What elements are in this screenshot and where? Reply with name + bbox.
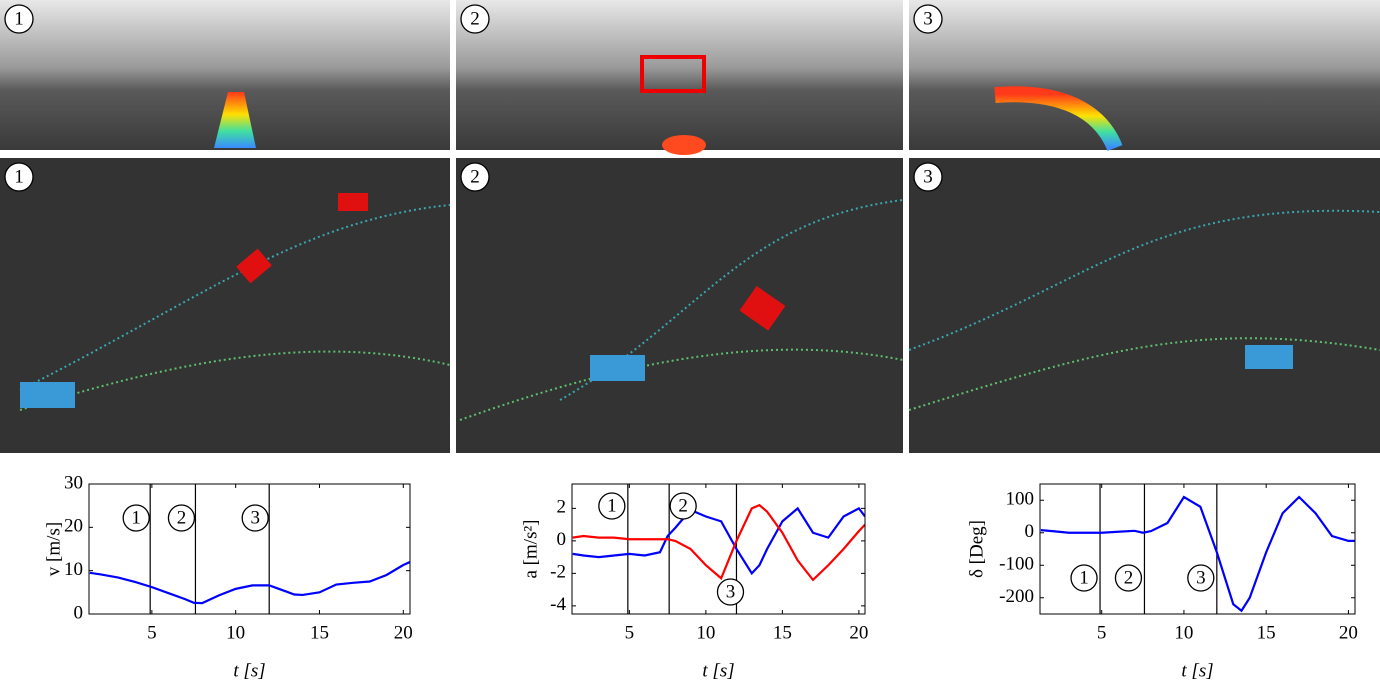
vehicle: [590, 355, 645, 381]
y-axis-label: a [m/s²]: [520, 520, 541, 579]
plot-frame: [88, 483, 411, 615]
y-tick-label: 20: [64, 516, 83, 537]
x-axis-label: t [s]: [233, 660, 265, 681]
panel-label: 3: [250, 507, 260, 528]
data-line: [1040, 495, 1355, 613]
y-axis-label: δ [Deg]: [966, 520, 987, 578]
x-tick-label: 5: [625, 622, 635, 643]
x-axis-label: t [s]: [1181, 660, 1213, 681]
y-tick-label: 30: [64, 472, 83, 493]
x-tick-label: 20: [1339, 622, 1358, 643]
lidar-image: [456, 158, 903, 453]
y-tick-label: 10: [64, 559, 83, 580]
y-axis-label: v [m/s]: [43, 522, 64, 576]
y-tick-label: -4: [550, 594, 566, 615]
y-tick-label: 0: [1025, 521, 1035, 542]
x-tick-label: 10: [226, 622, 245, 643]
panel-label: 1: [1079, 567, 1089, 588]
label-circle: [669, 492, 697, 520]
label-circle: [241, 504, 269, 532]
label-circle: [1114, 564, 1143, 592]
vehicle: [739, 285, 786, 331]
plot-frame: [1039, 483, 1356, 615]
panel-label: 2: [177, 507, 187, 528]
panel-label: 2: [678, 495, 688, 516]
vehicle: [20, 382, 75, 408]
label-circle: [913, 4, 943, 34]
camera-image: [909, 0, 1380, 150]
y-tick-label: -100: [999, 554, 1034, 575]
x-tick-label: 20: [394, 622, 413, 643]
label-circle: [913, 162, 943, 192]
plot-frame: [571, 483, 866, 615]
data-line: [572, 506, 865, 576]
panel-label: 2: [470, 166, 480, 187]
vehicle: [1245, 345, 1293, 369]
label-circle: [122, 504, 150, 532]
trajectory: [662, 135, 706, 155]
y-tick-label: 0: [74, 602, 84, 623]
panel-label: 3: [1196, 567, 1206, 588]
panel-label: 3: [923, 166, 933, 187]
panel-label: 1: [607, 495, 617, 516]
panel-label: 3: [726, 581, 736, 602]
label-circle: [4, 162, 34, 192]
x-tick-label: 15: [310, 622, 329, 643]
label-circle: [4, 4, 34, 34]
y-tick-label: 2: [557, 497, 567, 518]
lidar-image: [909, 158, 1380, 453]
y-tick-label: -2: [550, 562, 566, 583]
vehicle: [236, 248, 272, 284]
lidar-image: [0, 158, 450, 453]
y-tick-label: 0: [557, 529, 567, 550]
panel-label: 2: [1124, 567, 1134, 588]
lidar-images: [0, 158, 1380, 453]
trajectory: [994, 86, 1123, 152]
x-axis-label: t [s]: [702, 660, 734, 681]
x-tick-label: 15: [773, 622, 792, 643]
trajectory: [214, 92, 256, 148]
data-line: [89, 560, 410, 605]
label-circle: [598, 492, 626, 520]
data-line: [572, 503, 865, 582]
detection-box: [640, 55, 706, 93]
panel-label: 3: [923, 8, 933, 29]
x-tick-label: 15: [1257, 622, 1276, 643]
label-circle: [716, 578, 745, 606]
x-tick-label: 10: [1174, 622, 1193, 643]
x-tick-label: 5: [1097, 622, 1107, 643]
x-tick-label: 20: [849, 622, 868, 643]
panel-label: 1: [14, 8, 24, 29]
y-tick-label: 100: [1006, 489, 1035, 510]
x-tick-label: 10: [696, 622, 715, 643]
panel-label: 1: [14, 166, 24, 187]
panel-label: 1: [131, 507, 141, 528]
panel-label: 2: [470, 8, 480, 29]
y-tick-label: -200: [999, 586, 1034, 607]
vehicle: [338, 193, 368, 211]
path: [459, 348, 904, 421]
x-tick-label: 5: [147, 622, 157, 643]
camera-image: [456, 0, 903, 150]
label-circle: [167, 504, 196, 532]
label-circle: [1070, 564, 1098, 592]
camera-images: [0, 0, 1380, 155]
label-circle: [460, 4, 490, 34]
label-circle: [460, 162, 490, 192]
label-circle: [1187, 564, 1215, 592]
